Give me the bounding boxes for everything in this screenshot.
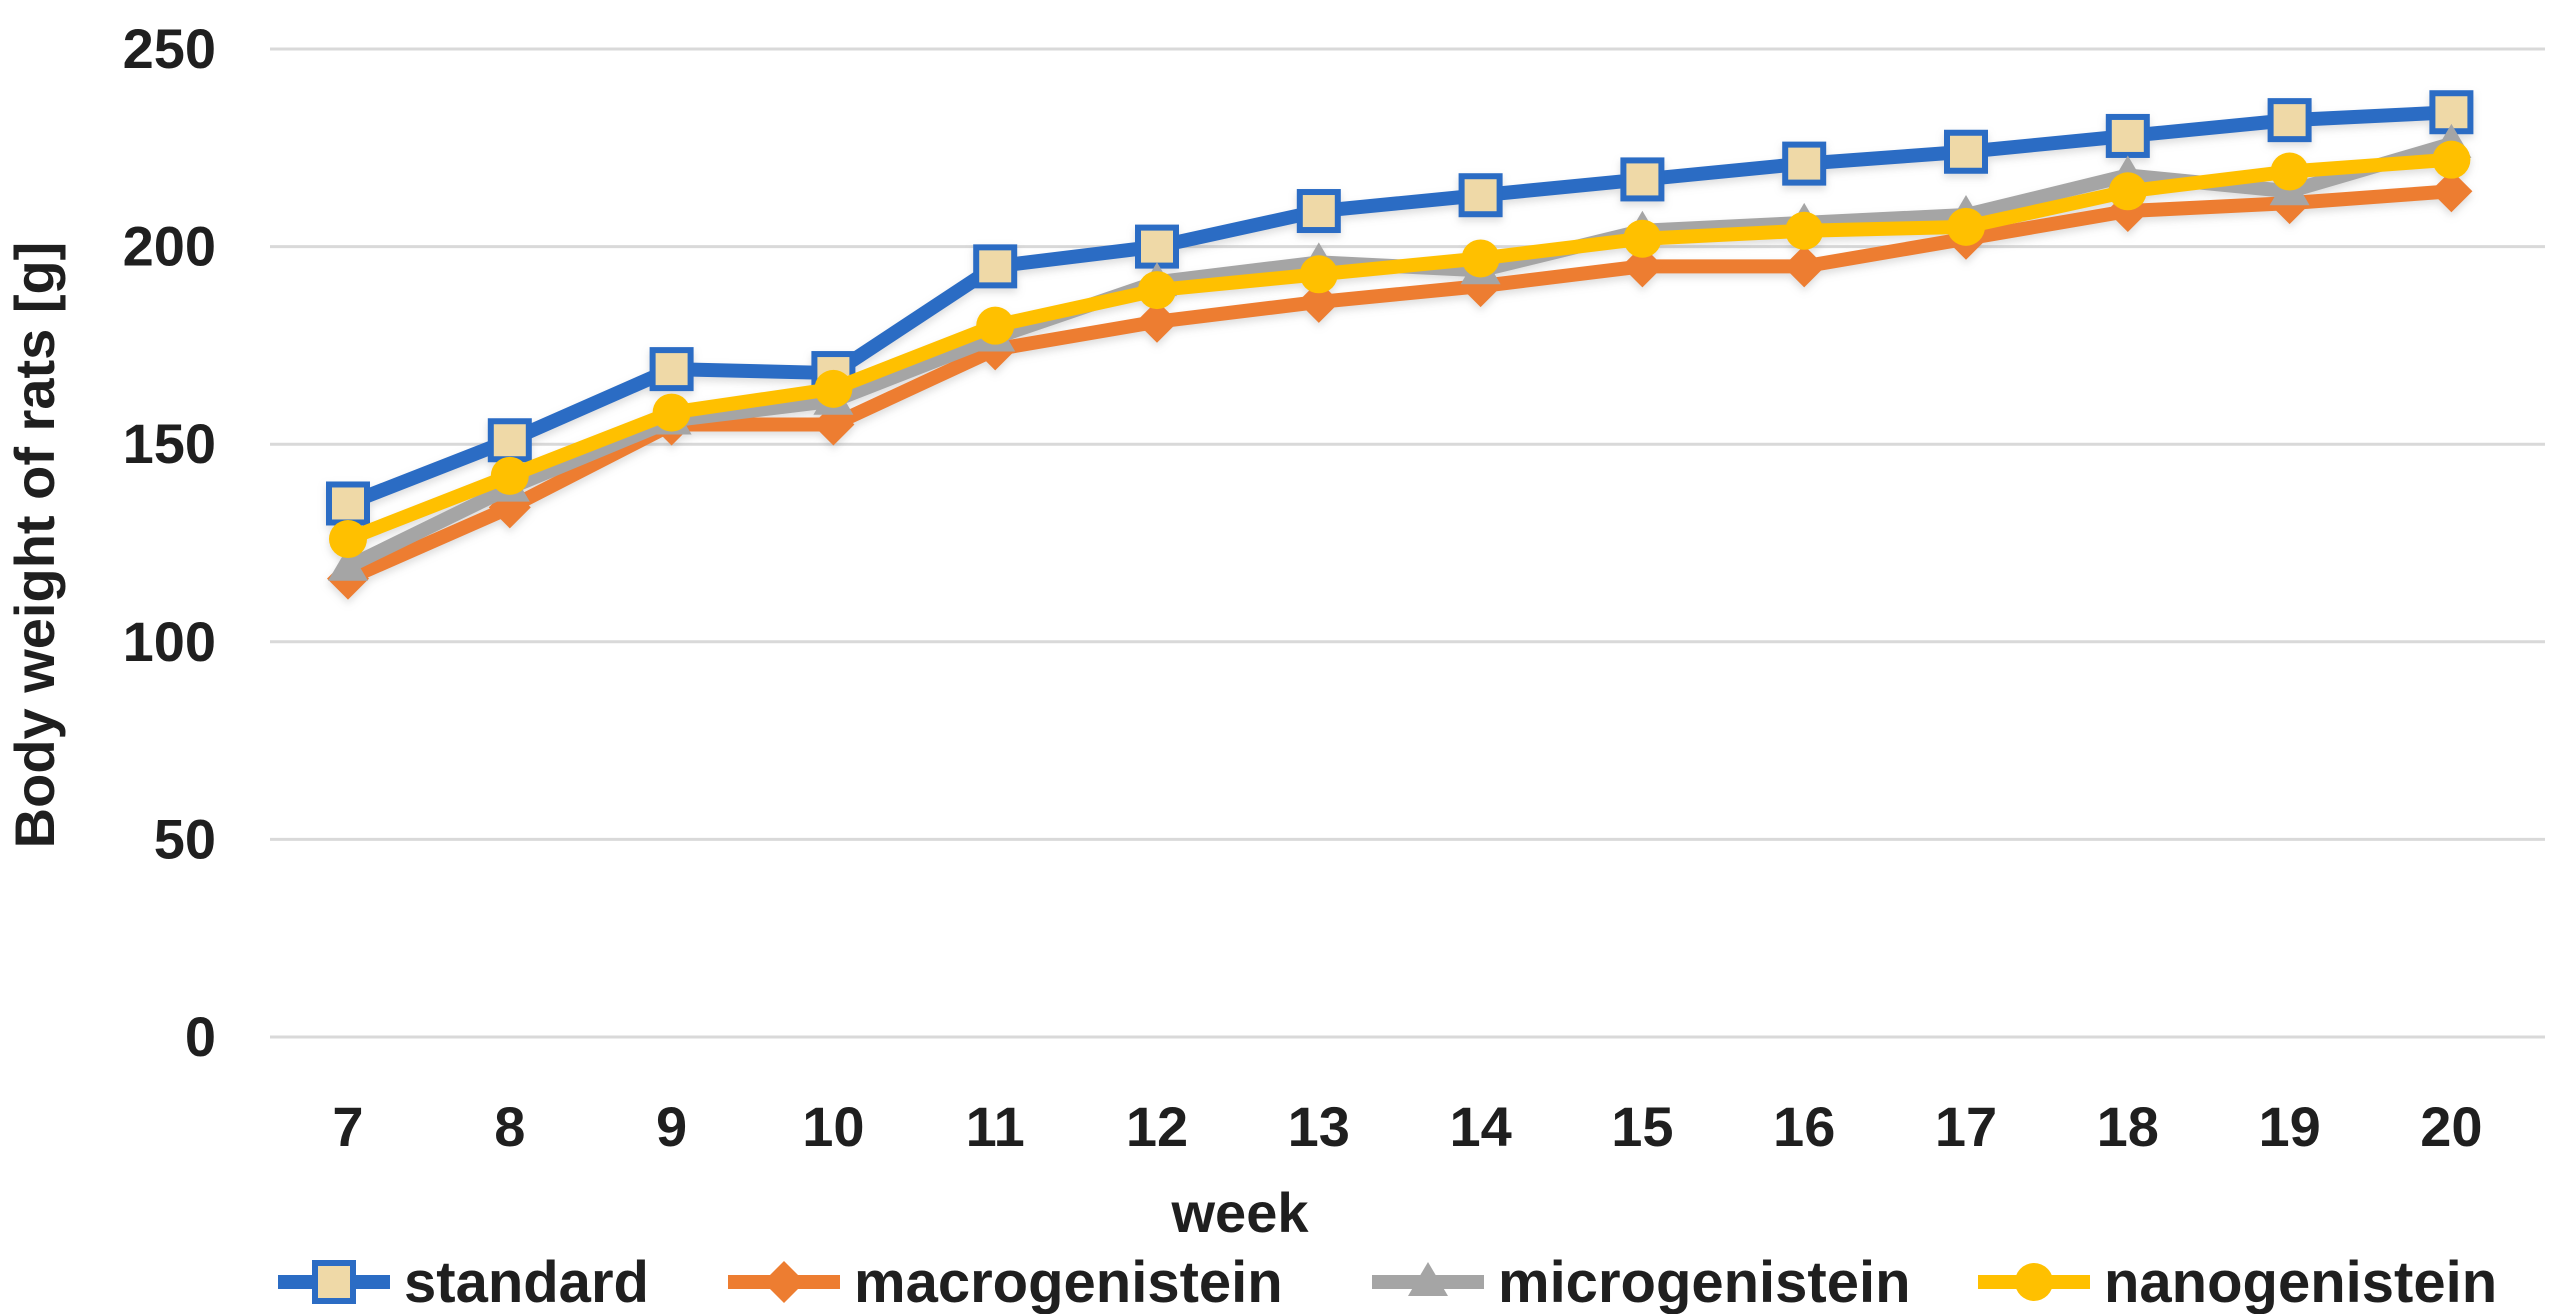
- nanogenistein-marker: [652, 393, 691, 432]
- y-tick-label: 250: [123, 17, 216, 80]
- standard-marker: [1296, 189, 1341, 234]
- microgenistein-marker: [328, 546, 368, 581]
- nanogenistein-marker: [2108, 172, 2147, 211]
- macrogenistein-marker: [1783, 245, 1826, 288]
- y-tick-label: 50: [154, 807, 216, 870]
- standard-marker: [326, 481, 370, 526]
- legend-marker-circle: [2015, 1263, 2053, 1301]
- nanogenistein-marker: [976, 306, 1015, 345]
- legend-marker-triangle: [1408, 1262, 1448, 1296]
- y-axis-ticks: 0 50 100 150 200 250: [123, 17, 216, 1068]
- legend-label: macrogenistein: [854, 1250, 1283, 1314]
- legend-item-nanogenistein: nanogenistein: [1978, 1250, 2497, 1314]
- series-lines: [326, 90, 2474, 600]
- legend-item-standard: standard: [278, 1250, 649, 1314]
- nanogenistein-marker: [1623, 219, 1662, 258]
- y-tick-label: 0: [185, 1005, 216, 1068]
- standard-marker: [2105, 113, 2150, 158]
- legend-label: standard: [404, 1250, 649, 1314]
- legend-item-microgenistein: microgenistein: [1372, 1250, 1911, 1314]
- macrogenistein-marker: [1136, 300, 1178, 343]
- legend-label: nanogenistein: [2104, 1250, 2497, 1314]
- legend-label: microgenistein: [1498, 1250, 1911, 1314]
- standard-marker: [1620, 157, 1665, 202]
- y-tick-label: 150: [123, 412, 216, 475]
- x-tick-label: 10: [802, 1095, 864, 1158]
- gridlines: [270, 47, 2545, 1039]
- standard-marker: [2267, 98, 2312, 143]
- nanogenistein-marker: [329, 520, 367, 559]
- x-tick-label: 14: [1449, 1095, 1511, 1158]
- y-tick-label: 200: [123, 215, 216, 278]
- x-tick-label: 13: [1288, 1095, 1350, 1158]
- x-tick-label: 7: [332, 1095, 363, 1158]
- series-nanogenistein: [329, 140, 2471, 559]
- nanogenistein-marker: [2270, 152, 2309, 191]
- nanogenistein-marker: [814, 369, 853, 408]
- nanogenistein-marker: [490, 456, 529, 495]
- y-axis-title: Body weight of rats [g]: [3, 242, 66, 849]
- nanogenistein-marker: [1785, 211, 1824, 250]
- macrogenistein-marker: [1621, 245, 1664, 288]
- x-tick-label: 17: [1935, 1095, 1997, 1158]
- x-tick-label: 12: [1126, 1095, 1188, 1158]
- legend-marker-square: [312, 1260, 356, 1304]
- nanogenistein-marker: [1138, 271, 1176, 310]
- standard-marker: [649, 347, 694, 392]
- x-axis-title: week: [1171, 1181, 1310, 1244]
- legend-marker-diamond: [763, 1261, 805, 1303]
- nanogenistein-marker: [1947, 207, 1985, 246]
- x-tick-label: 15: [1611, 1095, 1673, 1158]
- x-tick-label: 9: [656, 1095, 687, 1158]
- x-tick-label: 18: [2097, 1095, 2159, 1158]
- x-tick-label: 19: [2258, 1095, 2320, 1158]
- macrogenistein-marker: [2430, 170, 2473, 213]
- standard-marker: [1944, 129, 1988, 174]
- y-tick-label: 100: [123, 610, 216, 673]
- legend-item-macrogenistein: macrogenistein: [728, 1250, 1283, 1314]
- standard-marker: [1135, 224, 1179, 269]
- standard-marker: [1782, 141, 1827, 186]
- x-axis-ticks: 7 8 9 10 11 12 13 14 15 16 17 18 19 20: [332, 1095, 2482, 1158]
- standard-marker: [973, 244, 1018, 289]
- standard-marker: [487, 418, 532, 463]
- x-tick-label: 16: [1773, 1095, 1835, 1158]
- legend: standard macrogenistein microgenistein nano…: [278, 1250, 2497, 1314]
- macrogenistein-marker: [1297, 280, 1340, 323]
- nanogenistein-marker: [1461, 239, 1500, 278]
- nanogenistein-marker: [1299, 255, 1338, 294]
- series-line-macrogenistein: [341, 184, 2459, 586]
- series-standard: [326, 90, 2474, 526]
- x-tick-label: 11: [966, 1095, 1025, 1158]
- series-line-standard: [341, 105, 2459, 511]
- x-tick-label: 8: [494, 1095, 525, 1158]
- nanogenistein-marker: [2432, 140, 2471, 179]
- series-line-nanogenistein: [341, 152, 2459, 547]
- standard-marker: [1458, 173, 1503, 218]
- x-tick-label: 20: [2420, 1095, 2482, 1158]
